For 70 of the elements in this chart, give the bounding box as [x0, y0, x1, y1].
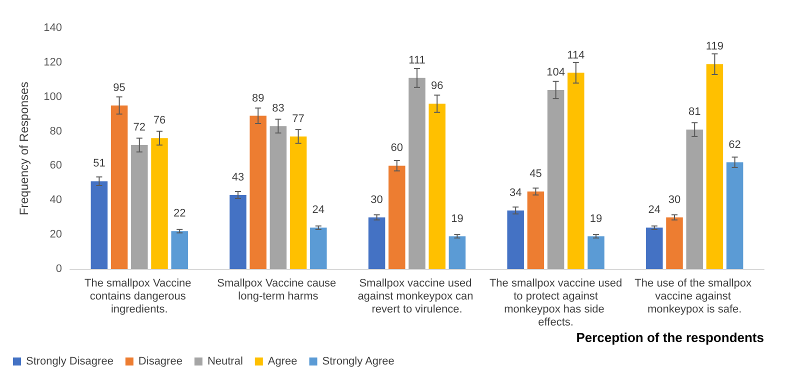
data-label: 19 — [451, 212, 464, 225]
y-tick-label: 140 — [44, 22, 62, 34]
bar — [290, 136, 307, 269]
bar — [250, 116, 266, 269]
y-tick-label: 60 — [50, 160, 62, 172]
data-label: 76 — [153, 114, 166, 127]
bar — [90, 181, 108, 269]
x-tick-label: The smallpox Vaccine contains dangerous ingredients. — [84, 278, 194, 316]
legend-label: Strongly Disagree — [26, 356, 114, 368]
y-tick-label: 100 — [44, 90, 62, 103]
data-label: 30 — [668, 194, 681, 206]
bar — [646, 228, 663, 269]
data-label: 24 — [312, 204, 325, 216]
data-label: 62 — [728, 138, 741, 151]
bar — [171, 231, 188, 269]
legend-label: Strongly Agree — [322, 356, 394, 368]
bar — [388, 166, 406, 269]
data-label: 81 — [688, 106, 701, 118]
data-label: 114 — [567, 49, 585, 62]
legend-label: Disagree — [138, 356, 182, 368]
data-label: 83 — [272, 102, 284, 115]
x-tick-label: The smallpox vaccine used to protect against monkeypox has side effects. — [489, 278, 622, 328]
legend-label: Neutral — [207, 356, 243, 368]
bar — [666, 217, 683, 269]
bar — [507, 210, 524, 269]
data-label: 104 — [546, 66, 565, 78]
data-label: 77 — [292, 112, 304, 125]
x-tick-label: The use of the smallpox vaccine against monkeypox is safe. — [634, 278, 755, 316]
data-label: 111 — [408, 54, 426, 66]
data-label: 89 — [252, 92, 264, 104]
y-tick-label: 120 — [44, 56, 62, 68]
data-label: 30 — [370, 194, 383, 206]
x-tick-label: Smallpox Vaccine cause long-term harms — [217, 278, 340, 302]
bar — [686, 130, 703, 269]
bar — [368, 217, 386, 269]
y-tick-label: 40 — [50, 194, 62, 206]
bar — [428, 104, 446, 269]
bar — [588, 236, 604, 269]
bar — [726, 162, 744, 269]
x-axis-title: Perception of the respondents — [576, 330, 764, 345]
legend-label: Agree — [268, 356, 298, 368]
data-label: 119 — [706, 40, 724, 53]
bar — [527, 192, 544, 269]
data-label: 45 — [530, 168, 542, 180]
y-tick-label: 20 — [50, 228, 62, 241]
y-tick-label: 0 — [56, 263, 62, 275]
data-label: 34 — [509, 186, 522, 199]
bar — [310, 228, 327, 269]
bar — [131, 145, 148, 269]
bar — [408, 78, 426, 269]
data-label: 60 — [390, 142, 404, 154]
x-tick-label: Smallpox vaccine used against monkeypox can revert to virulence. — [358, 278, 476, 316]
y-tick-label: 80 — [50, 125, 62, 138]
bar — [230, 194, 246, 269]
data-label: 51 — [93, 158, 106, 170]
bar — [151, 138, 168, 269]
data-label: 72 — [133, 122, 146, 134]
data-label: 24 — [648, 204, 661, 216]
data-label: 96 — [430, 80, 444, 92]
y-axis-title: Frequency of Responses — [17, 82, 31, 216]
data-label: 19 — [590, 212, 602, 225]
bar — [270, 126, 287, 269]
data-label: 43 — [232, 171, 244, 184]
bar — [110, 105, 128, 269]
data-label: 95 — [113, 82, 126, 94]
data-label: 22 — [173, 208, 186, 220]
bar — [547, 90, 564, 269]
bar — [568, 72, 584, 269]
bar — [448, 236, 466, 269]
bar — [706, 64, 724, 269]
